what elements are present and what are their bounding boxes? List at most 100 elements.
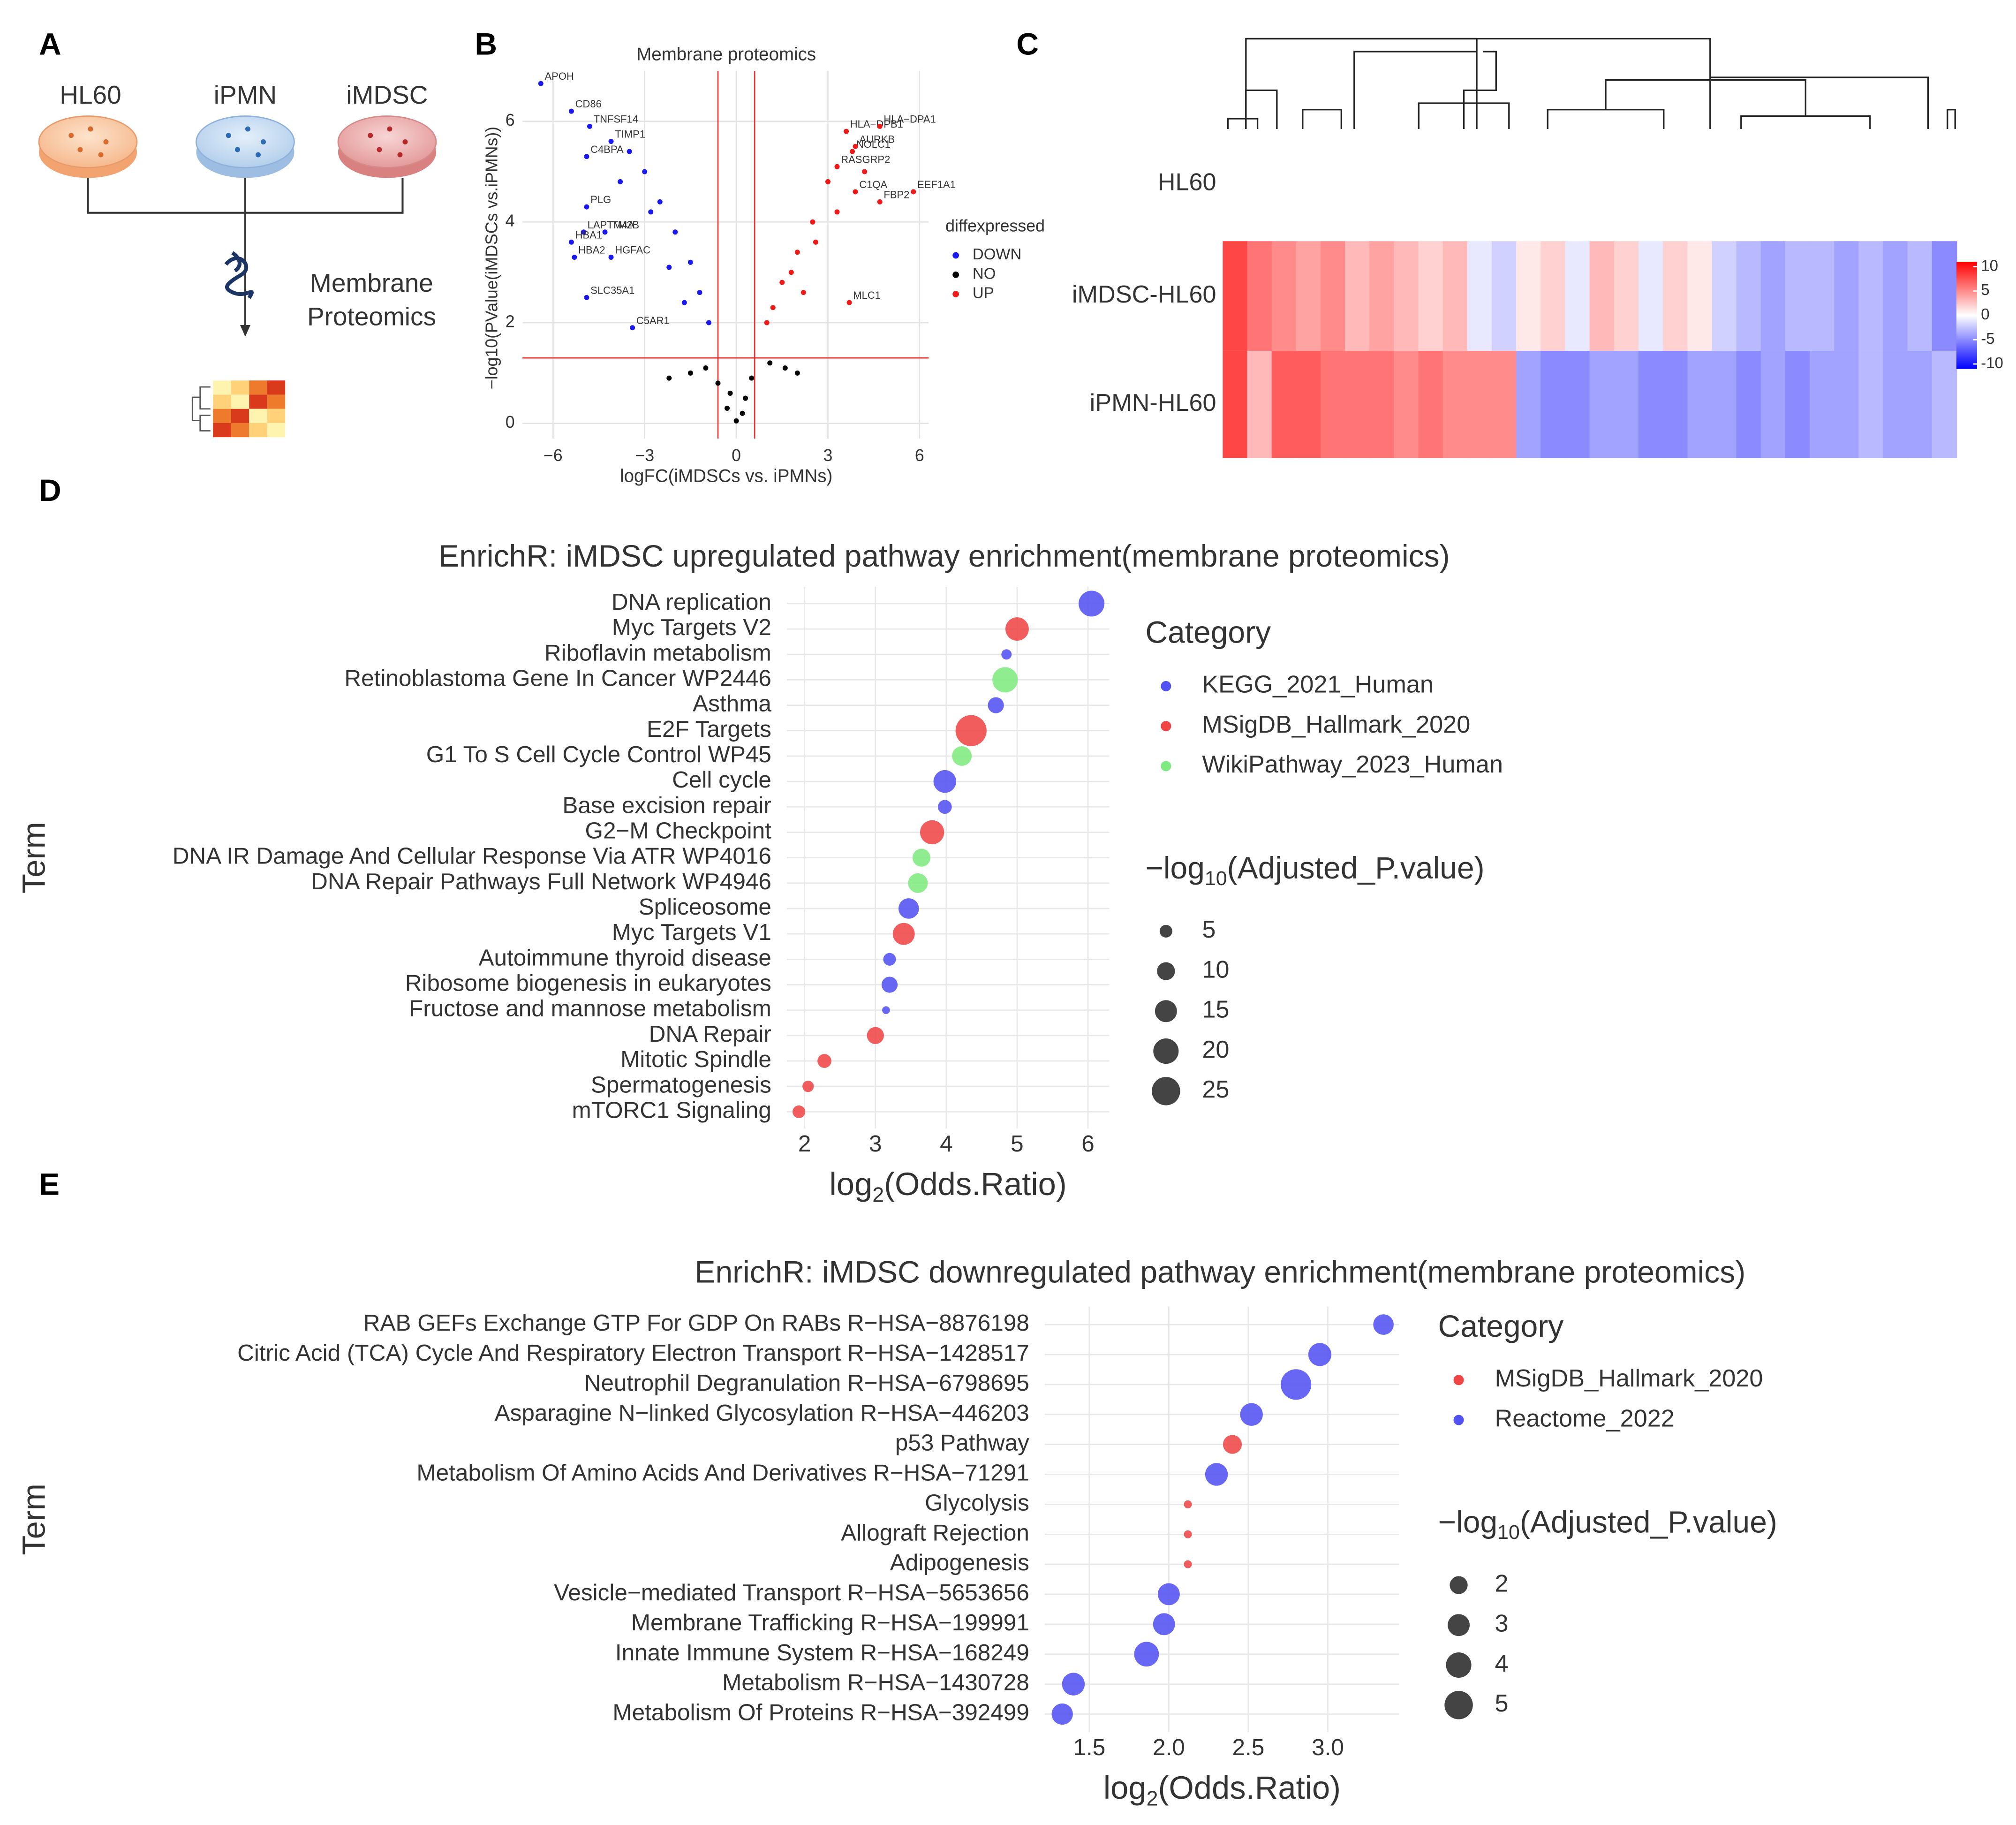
dot bbox=[1062, 1673, 1085, 1696]
colorbar-label: -10 bbox=[1981, 354, 2003, 371]
arrow-head bbox=[240, 325, 250, 337]
point bbox=[666, 375, 672, 381]
panel-label: C bbox=[1016, 26, 1039, 61]
heatmap-cell bbox=[1785, 142, 1811, 242]
point-label: TNFSF14 bbox=[594, 113, 638, 125]
y-tick-label: Asthma bbox=[693, 691, 771, 717]
dot bbox=[1157, 1583, 1180, 1605]
y-tick-label: 2 bbox=[506, 312, 515, 331]
point bbox=[648, 209, 654, 215]
y-axis-label: −log10(PValue(iMDSCs vs.iPMNs)) bbox=[482, 127, 501, 389]
heatmap-cell bbox=[1369, 350, 1395, 458]
y-tick-label: Fructose and mannose metabolism bbox=[409, 996, 771, 1022]
size-swatch bbox=[1153, 1038, 1179, 1064]
size-legend-title: −log10(Adjusted_P.value) bbox=[1145, 851, 1484, 890]
y-tick-label: Neutrophil Degranulation R−HSA−6798695 bbox=[584, 1370, 1029, 1396]
heatmap-cell bbox=[1883, 142, 1909, 242]
heatmap-cell bbox=[1589, 241, 1615, 351]
y-tick-label: Glycolysis bbox=[925, 1490, 1029, 1515]
dot bbox=[908, 873, 928, 893]
heatmap-cell bbox=[1516, 142, 1541, 242]
x-tick-label: 3 bbox=[823, 446, 833, 465]
label-part: (Adjusted_P.value) bbox=[1520, 1505, 1777, 1539]
size-swatch bbox=[1152, 1077, 1180, 1106]
x-axis-label: log2(Odds.Ratio) bbox=[1103, 1770, 1341, 1810]
heatmap-cell bbox=[1418, 241, 1444, 351]
dish bbox=[38, 115, 138, 168]
point-label: APOH bbox=[545, 70, 574, 82]
point bbox=[743, 395, 748, 401]
heatmap-cell bbox=[1467, 241, 1493, 351]
heatmap-cell bbox=[1858, 142, 1884, 242]
heatmap-cell bbox=[1858, 241, 1884, 351]
label-part: −log bbox=[1438, 1505, 1498, 1539]
dot bbox=[1079, 591, 1105, 617]
point-label: TIMP1 bbox=[615, 129, 645, 140]
heatmap-cell bbox=[1810, 241, 1835, 351]
dot bbox=[920, 820, 944, 845]
heatmap-cell bbox=[1907, 142, 1933, 242]
y-tick-label: Spliceosome bbox=[639, 894, 771, 920]
point bbox=[687, 259, 693, 265]
cells bbox=[368, 126, 408, 158]
dot bbox=[898, 898, 919, 919]
y-tick-label: Metabolism R−HSA−1430728 bbox=[722, 1670, 1029, 1696]
heatmap-cell bbox=[1687, 241, 1713, 351]
y-tick-label: Riboflavin metabolism bbox=[544, 640, 771, 666]
heatmap-cell bbox=[1810, 350, 1835, 458]
x-tick-label: −6 bbox=[544, 446, 563, 465]
y-tick-label: RAB GEFs Exchange GTP For GDP On RABs R−… bbox=[363, 1310, 1029, 1336]
point bbox=[725, 406, 730, 411]
size-label: 10 bbox=[1202, 956, 1229, 983]
point bbox=[834, 164, 840, 169]
y-tick-label: Myc Targets V2 bbox=[612, 614, 771, 640]
method-label: Membrane bbox=[310, 268, 433, 297]
point bbox=[538, 81, 544, 86]
point-label: AURKB bbox=[859, 133, 895, 145]
heatmap-cell bbox=[1467, 350, 1493, 458]
point bbox=[853, 189, 858, 195]
panel-label: B bbox=[475, 26, 497, 61]
panel-label: A bbox=[39, 26, 61, 61]
legend-swatch bbox=[1453, 1375, 1464, 1386]
heatmap-cell bbox=[1516, 350, 1541, 458]
heatmap-cell bbox=[1223, 142, 1248, 242]
heatmap-cell bbox=[1736, 241, 1762, 351]
point-label: RASGRP2 bbox=[841, 153, 890, 165]
row-label: iMDSC-HL60 bbox=[1072, 281, 1216, 308]
panel-label: E bbox=[39, 1166, 60, 1201]
y-axis-label: Term bbox=[16, 822, 52, 894]
heatmap-cell bbox=[1540, 350, 1566, 458]
heatmap-cell bbox=[1907, 241, 1933, 351]
y-tick-label: G2−M Checkpoint bbox=[585, 818, 771, 844]
label-part: −log bbox=[1145, 851, 1205, 886]
x-tick-label: 3.0 bbox=[1312, 1734, 1344, 1760]
point bbox=[788, 270, 794, 275]
dot bbox=[1001, 649, 1012, 660]
point-label: SLC35A1 bbox=[590, 284, 634, 296]
cells bbox=[226, 126, 266, 158]
x-tick-label: 6 bbox=[915, 446, 924, 465]
heatmap-cell bbox=[1271, 241, 1297, 351]
y-tick-label: Myc Targets V1 bbox=[612, 919, 771, 945]
point bbox=[877, 199, 883, 204]
heatmap-cell bbox=[1247, 350, 1273, 458]
x-tick-label: 4 bbox=[940, 1131, 953, 1157]
heatmap-cell bbox=[1760, 350, 1786, 458]
label-part: log bbox=[1103, 1770, 1147, 1806]
dot bbox=[955, 715, 987, 746]
heatmap-cell bbox=[1320, 241, 1346, 351]
dendrogram bbox=[1227, 38, 1956, 129]
y-tick-label: Retinoblastoma Gene In Cancer WP2446 bbox=[344, 666, 771, 691]
row-label: iPMN-HL60 bbox=[1090, 389, 1216, 416]
dot bbox=[1281, 1369, 1312, 1400]
chart-title: Membrane proteomics bbox=[636, 44, 816, 64]
y-tick-label: Citric Acid (TCA) Cycle And Respiratory … bbox=[237, 1340, 1029, 1366]
point-label: HBA1 bbox=[575, 229, 602, 241]
y-tick-label: DNA Repair Pathways Full Network WP4946 bbox=[311, 869, 771, 894]
y-tick-label: Adipogenesis bbox=[890, 1550, 1029, 1575]
point bbox=[794, 370, 800, 376]
heatmap-cell bbox=[1687, 350, 1713, 458]
